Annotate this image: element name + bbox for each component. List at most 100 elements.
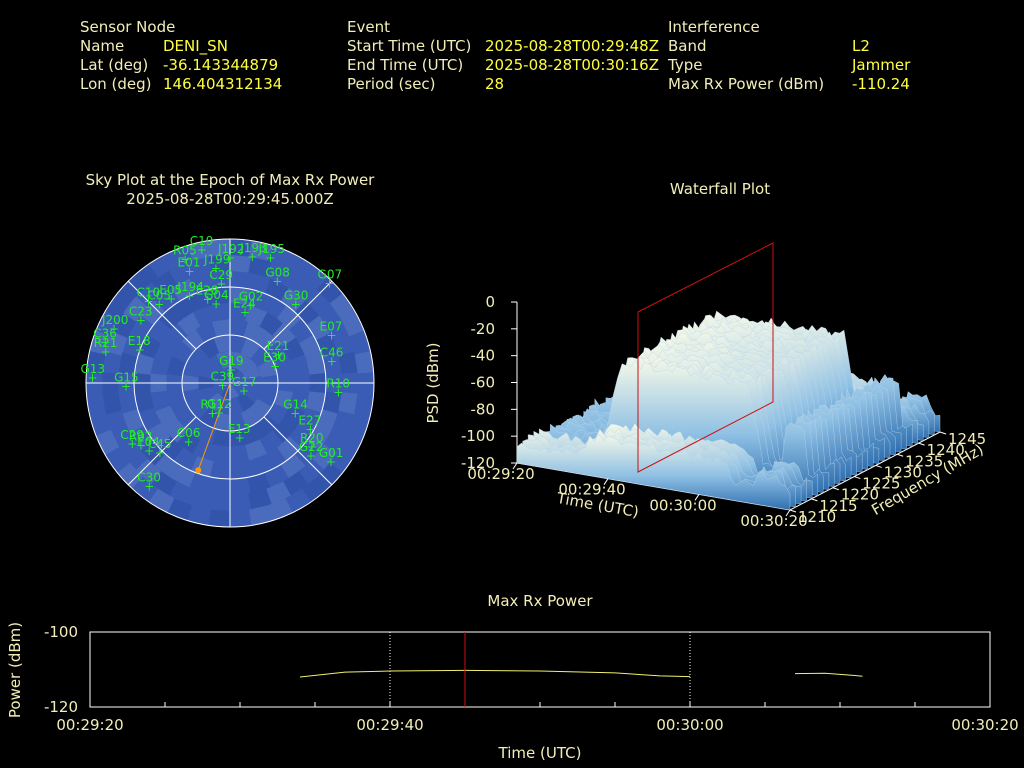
sky-texture-cell (158, 436, 183, 461)
time-tick (603, 478, 609, 485)
sky-texture-cell (134, 353, 154, 375)
satellite-marker: + (266, 251, 276, 265)
satellite-label: E04 (137, 435, 160, 449)
sky-texture-cell (214, 370, 230, 383)
sensor-lon-label: Lon (deg) (80, 75, 152, 93)
psd-axis-label: PSD (dBm) (424, 342, 442, 423)
satellite-marker: + (327, 354, 337, 368)
sky-texture-cell (148, 488, 175, 513)
sky-texture-cell (187, 240, 211, 261)
satellite-marker: + (246, 299, 256, 313)
sky-diagonal-ne (263, 280, 333, 350)
psd-tick-label: 0 (485, 293, 495, 311)
satellite-marker: + (247, 250, 257, 264)
satellite-label: C30 (137, 470, 161, 484)
satellite-label: G08 (265, 265, 290, 279)
max-rx-power-label: Max Rx Power (dBm) (668, 75, 825, 93)
time-axis-ticks: 00:29:20 00:29:40 00:30:00 00:30:20 (467, 462, 808, 530)
sky-texture-cell (250, 399, 272, 420)
sky-texture-cell (95, 429, 120, 455)
frequency-tick (789, 509, 797, 513)
satellite-label: C36 (93, 326, 117, 340)
satellite-marker: + (225, 251, 235, 265)
satellite-marker: + (211, 262, 221, 276)
satellite-label: E05 (159, 283, 182, 297)
waterfall-strip (516, 433, 791, 511)
sky-texture-cell (117, 462, 143, 489)
sky-texture-cell (282, 337, 305, 361)
satellite-label: G22 (299, 440, 324, 454)
satellite-label: R20 (300, 431, 324, 445)
event-end-value: 2025-08-28T00:30:16Z (485, 56, 659, 74)
sky-texture-cell (242, 363, 262, 380)
sky-texture-cell (166, 356, 187, 377)
satellite-marker: + (239, 384, 249, 398)
frequency-tick-label: 1240 (927, 441, 965, 459)
satellite-marker: + (305, 422, 315, 436)
satellite-label: G15 (114, 371, 139, 385)
power-x-ticks: 00:29:20 00:29:40 00:30:00 00:30:20 (56, 716, 1018, 734)
satellite-label: J195 (258, 242, 285, 256)
power-y-tick-label: -120 (44, 698, 78, 716)
sky-texture-cell (249, 240, 273, 261)
satellite-marker: + (290, 406, 300, 420)
sky-texture-cell (211, 429, 230, 447)
satellite-label: G02 (239, 290, 264, 304)
sky-texture-cell (140, 300, 166, 326)
sky-texture-cell (299, 335, 322, 359)
psd-axis-ticks: 0 -20 -40 -60 -80 -100 -120 (461, 293, 517, 472)
sky-texture-cell (173, 295, 198, 319)
satellite-label: G01 (319, 446, 344, 460)
time-tick-label: 00:29:40 (558, 481, 625, 499)
sky-texture-cell (118, 352, 138, 375)
sky-texture-cell (155, 405, 178, 429)
sky-texture-cell (247, 472, 271, 494)
sky-texture-cell (294, 300, 320, 326)
power-x-axis-label: Time (UTC) (498, 744, 582, 762)
sky-texture-cell (338, 351, 358, 374)
satellite-marker: + (109, 322, 119, 336)
sky-texture-cell (322, 391, 342, 414)
sky-texture-cell (236, 392, 256, 412)
sky-texture-cell (245, 439, 268, 461)
satellite-marker: + (216, 277, 226, 291)
time-tick-label: 00:29:20 (467, 465, 534, 483)
sky-texture-cell (208, 239, 230, 257)
sky-texture-cell (164, 419, 188, 443)
sky-texture-cell (277, 436, 302, 461)
sky-texture-cell (140, 440, 166, 466)
sky-texture-cell (236, 354, 256, 374)
frequency-tick-label: 1220 (841, 486, 879, 504)
frequency-axis-line (789, 431, 941, 511)
sky-texture-cell (122, 409, 145, 433)
satellite-label: C45 (148, 437, 172, 451)
satellite-label: R05 (173, 244, 197, 258)
sky-texture-cell (122, 296, 148, 322)
sky-texture-cell (199, 407, 220, 429)
satellite-marker: + (306, 449, 316, 463)
sky-texture-cell (243, 423, 265, 445)
sky-texture-cell (340, 311, 365, 337)
satellite-label: E07 (320, 320, 343, 334)
time-tick (694, 494, 700, 501)
satellite-label: E30 (263, 351, 286, 365)
satellite-label: C10 (137, 286, 161, 300)
sky-texture-cell (89, 330, 111, 355)
interference-band-value: L2 (852, 37, 870, 55)
satellite-marker: + (307, 440, 317, 454)
sky-texture-cell (134, 391, 154, 413)
sky-texture-cell (230, 383, 240, 399)
frequency-tick-label: 1225 (862, 475, 900, 493)
satellite-label: G17 (232, 375, 257, 389)
satellite-marker: + (272, 274, 282, 288)
sky-texture-cell (302, 476, 328, 502)
sky-texture-cell (273, 389, 294, 410)
jammer-direction-marker (195, 467, 202, 474)
satellite-label: C05 (147, 289, 171, 303)
sky-texture-cell (306, 391, 326, 413)
power-x-tick-label: 00:29:20 (56, 716, 123, 734)
satellite-label: E13 (228, 422, 251, 436)
satellite-label: E24 (233, 297, 256, 311)
